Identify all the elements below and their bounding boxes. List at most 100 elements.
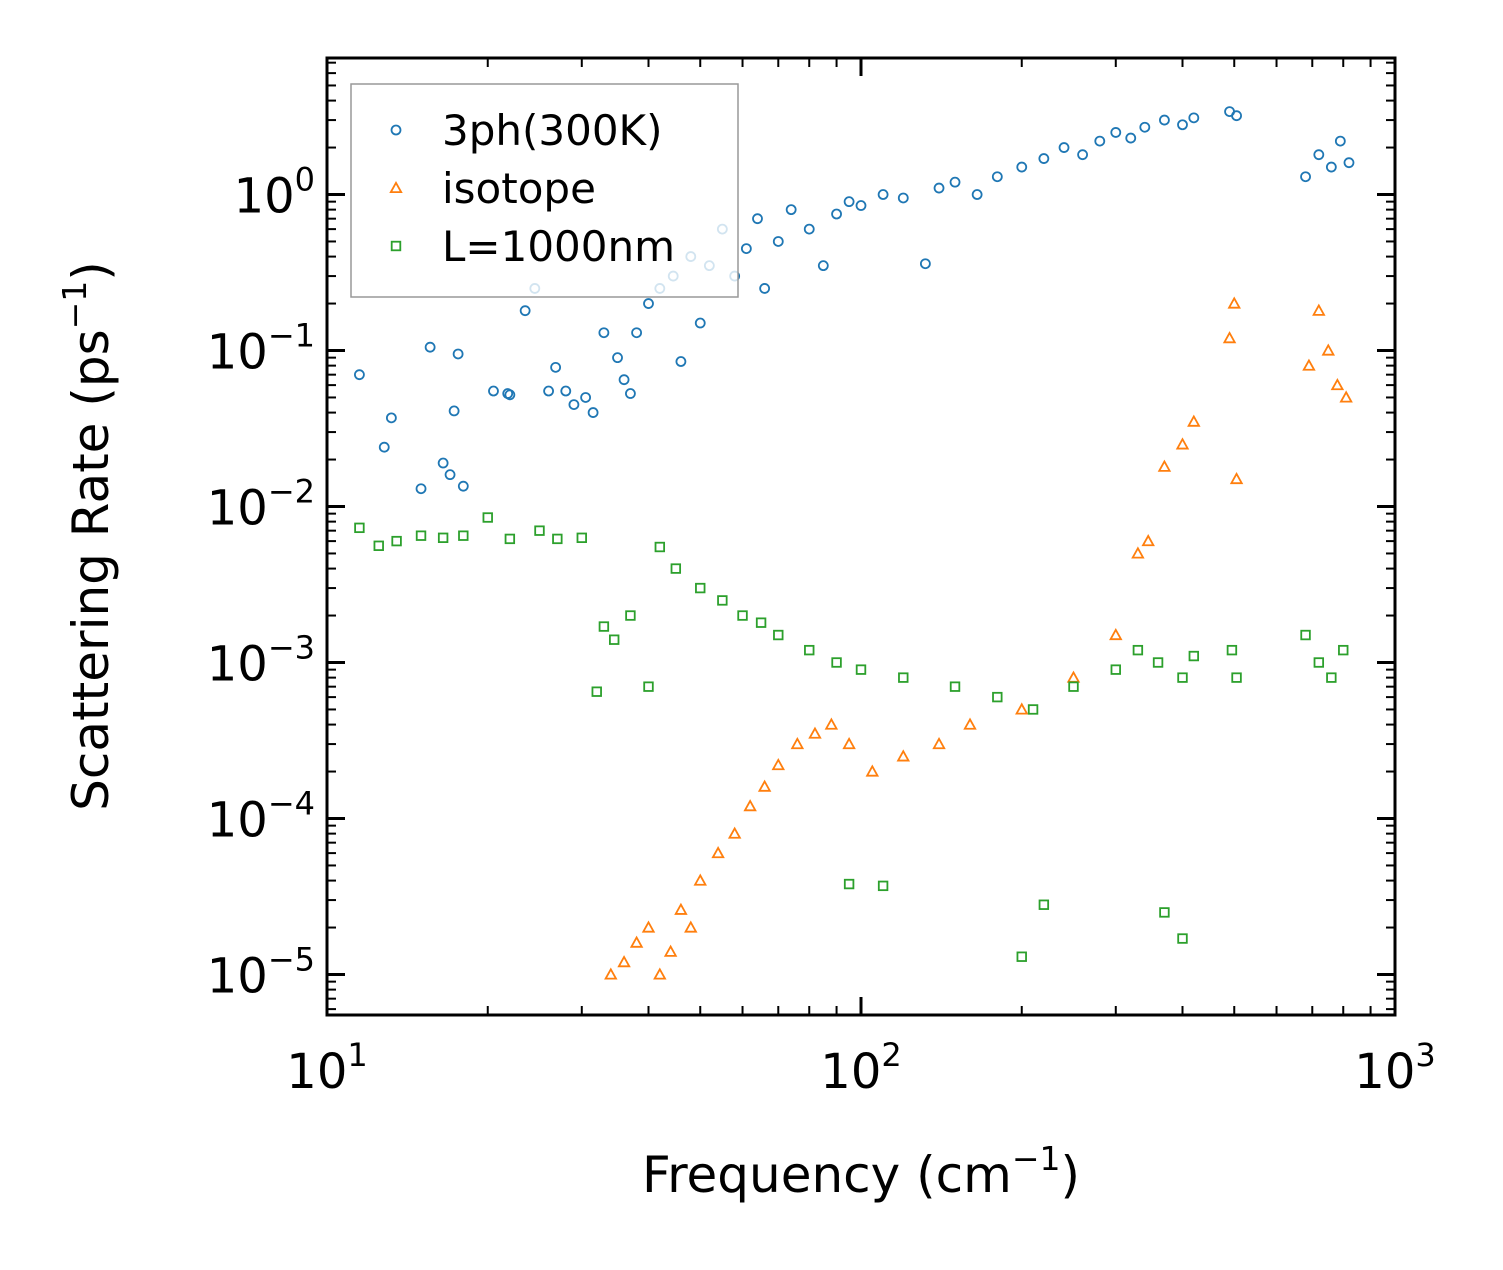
data-point <box>727 826 742 839</box>
data-point <box>625 388 636 399</box>
data-point <box>604 967 618 980</box>
data-point <box>757 779 772 792</box>
data-point <box>1187 414 1201 427</box>
data-point <box>694 317 706 329</box>
x-tick-label: 103 <box>1354 1036 1435 1100</box>
data-point <box>949 176 961 188</box>
data-point <box>1132 644 1144 656</box>
data-point <box>1131 546 1145 559</box>
tick-labels: 101 102 103 100 10−1 10−2 10−3 10−4 10−5 <box>207 161 1436 1100</box>
y-tick-label: 100 <box>234 161 315 225</box>
y-axis-label-main: Scattering Rate (ps <box>62 329 120 810</box>
data-point <box>488 385 499 397</box>
data-point <box>1302 358 1316 371</box>
data-point <box>550 361 562 373</box>
data-point <box>1188 650 1200 662</box>
x-tick-label: 101 <box>286 1036 367 1100</box>
data-point <box>1312 303 1326 316</box>
data-point <box>785 204 797 216</box>
data-point <box>755 617 767 628</box>
data-point <box>608 634 620 645</box>
data-point <box>504 389 516 401</box>
data-point <box>919 258 931 270</box>
data-point <box>629 935 644 948</box>
legend: 3ph(300K) isotope L=1000nm <box>350 83 739 298</box>
data-point <box>803 223 815 235</box>
data-point <box>1175 437 1190 450</box>
data-point <box>1325 161 1337 173</box>
data-point <box>654 541 666 553</box>
data-point <box>1139 121 1151 133</box>
data-point <box>617 955 631 968</box>
data-point <box>391 535 402 547</box>
data-point <box>877 880 889 892</box>
data-point <box>933 182 945 194</box>
data-point <box>855 200 867 211</box>
x-axis-label-end: ) <box>1061 1146 1081 1204</box>
data-point <box>865 764 880 777</box>
data-point <box>877 189 889 200</box>
data-point <box>1300 171 1311 183</box>
y-tick-label: 10−3 <box>207 629 315 693</box>
data-point <box>424 341 436 353</box>
data-point <box>1222 331 1237 344</box>
data-point <box>695 582 706 594</box>
x-tick-label: 102 <box>820 1036 901 1100</box>
data-point <box>1141 534 1155 547</box>
data-point <box>643 681 654 692</box>
data-point <box>598 327 610 339</box>
data-point <box>385 412 397 424</box>
data-point <box>653 967 667 980</box>
data-point <box>1058 142 1070 153</box>
data-point <box>576 532 587 544</box>
data-point <box>711 846 725 859</box>
data-point <box>1231 672 1242 683</box>
data-point <box>354 522 365 534</box>
data-point <box>448 405 460 417</box>
data-point <box>415 483 427 495</box>
data-point <box>831 657 842 668</box>
data-point <box>1027 704 1039 715</box>
data-point <box>378 441 390 453</box>
data-point <box>790 737 805 750</box>
y-tick-label: 10−5 <box>207 940 315 1004</box>
data-point <box>437 532 449 544</box>
data-point <box>1094 135 1106 147</box>
data-point <box>773 629 784 641</box>
data-point <box>591 686 602 697</box>
data-point <box>568 399 580 411</box>
data-point <box>1334 135 1346 147</box>
data-point <box>971 189 983 200</box>
data-point <box>1313 149 1325 161</box>
legend-marker <box>390 240 402 252</box>
x-axis-label-main: Frequency (cm <box>642 1146 1012 1204</box>
data-point <box>1109 627 1123 641</box>
series-2-points <box>354 512 1349 962</box>
data-point <box>1016 951 1027 962</box>
data-point <box>897 192 909 204</box>
data-point <box>1159 114 1170 126</box>
data-point <box>932 737 946 750</box>
data-point <box>1038 899 1050 910</box>
data-point <box>519 305 531 317</box>
data-marks <box>354 106 1355 980</box>
legend-label: 3ph(300K) <box>442 106 662 155</box>
data-point <box>1339 390 1353 403</box>
data-point <box>743 799 757 812</box>
data-point <box>1343 157 1355 169</box>
data-point <box>415 530 427 541</box>
data-point <box>898 672 909 683</box>
data-point <box>482 512 493 523</box>
data-point <box>1177 933 1188 944</box>
data-point <box>504 533 516 545</box>
y-axis-label-end: ) <box>62 261 120 281</box>
data-point <box>631 327 643 339</box>
data-point <box>896 749 911 762</box>
legend-box <box>350 83 739 298</box>
data-point <box>587 407 599 418</box>
data-point <box>684 920 698 933</box>
data-point <box>740 243 752 255</box>
legend-label: L=1000nm <box>442 222 675 271</box>
